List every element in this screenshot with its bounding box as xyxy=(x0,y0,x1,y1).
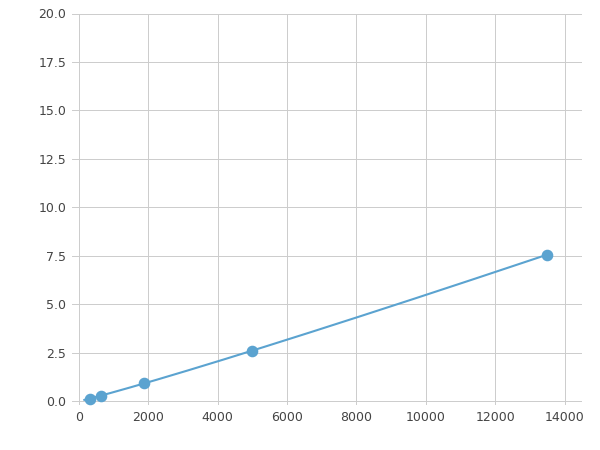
Point xyxy=(248,347,257,354)
Point xyxy=(96,392,106,399)
Point xyxy=(85,395,95,402)
Point xyxy=(139,380,149,387)
Point xyxy=(542,251,552,258)
